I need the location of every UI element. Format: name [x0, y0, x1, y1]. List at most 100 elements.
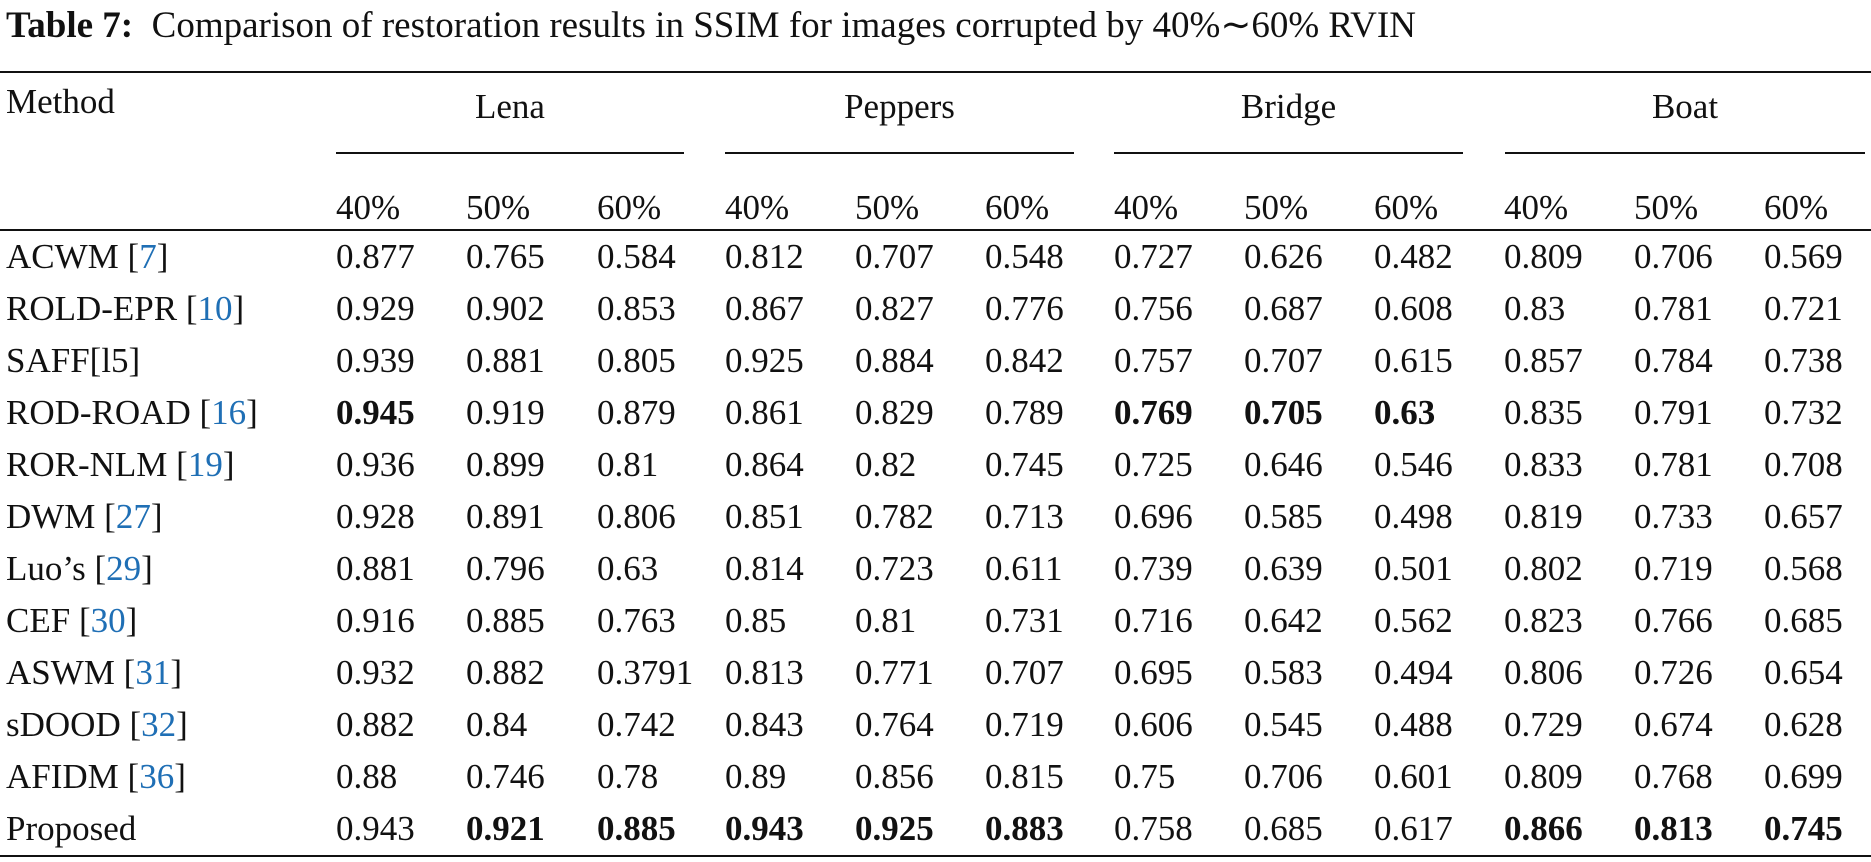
value-cell: 0.943 — [336, 809, 415, 848]
value-cell: 0.796 — [466, 549, 545, 588]
group-header: Boat — [1651, 87, 1719, 126]
value-cell: 0.745 — [985, 445, 1064, 484]
value-cell: 0.705 — [1244, 393, 1323, 432]
method-header: Method — [6, 82, 115, 121]
value-cell: 0.685 — [1764, 601, 1843, 640]
method-cell: Proposed — [6, 809, 136, 849]
method-cell: sDOOD [32] — [6, 705, 188, 745]
reference: 19 — [187, 445, 223, 484]
value-cell: 0.626 — [1244, 237, 1323, 276]
value-cell: 0.781 — [1634, 289, 1713, 328]
value-cell: 0.881 — [336, 549, 415, 588]
value-cell: 0.843 — [725, 705, 804, 744]
method-text: ACWM [ — [6, 237, 140, 276]
value-cell: 0.78 — [597, 757, 659, 796]
value-cell: 0.501 — [1374, 549, 1453, 588]
value-cell: 0.827 — [855, 289, 934, 328]
reference: 31 — [135, 653, 171, 692]
method-text: CEF [ — [6, 601, 91, 640]
method-text: ] — [176, 705, 188, 744]
value-cell: 0.746 — [466, 757, 545, 796]
method-text: ] — [222, 445, 235, 484]
level-header: 50% — [855, 188, 920, 227]
value-cell: 0.81 — [597, 445, 659, 484]
value-cell: 0.726 — [1634, 653, 1713, 692]
value-cell: 0.879 — [597, 393, 676, 432]
value-cell: 0.639 — [1244, 549, 1323, 588]
value-cell: 0.695 — [1114, 653, 1193, 692]
value-cell: 0.809 — [1504, 757, 1583, 796]
value-cell: 0.943 — [725, 809, 804, 848]
value-cell: 0.757 — [1114, 341, 1193, 380]
method-text: ] — [246, 393, 258, 432]
method-cell: ACWM [7] — [6, 237, 168, 277]
level-header: 60% — [597, 188, 662, 227]
value-cell: 0.83 — [1504, 289, 1566, 328]
method-text: ] — [156, 237, 169, 276]
value-cell: 0.721 — [1764, 289, 1843, 328]
method-cell: ROR-NLM [19] — [6, 445, 234, 485]
caption-text: Comparison of restoration results in SSI… — [151, 5, 1416, 46]
value-cell: 0.925 — [855, 809, 934, 848]
value-cell: 0.806 — [597, 497, 676, 536]
reference: 7 — [139, 237, 157, 276]
method-text: ASWM [ — [6, 653, 136, 692]
reference: 10 — [197, 289, 233, 328]
value-cell: 0.882 — [336, 705, 415, 744]
method-text: ] — [150, 497, 163, 536]
caption-label: Table 7: — [6, 5, 134, 46]
value-cell: 0.585 — [1244, 497, 1323, 536]
value-cell: 0.932 — [336, 653, 415, 692]
method-text: sDOOD [ — [6, 705, 142, 744]
value-cell: 0.919 — [466, 393, 545, 432]
reference: 27 — [115, 497, 151, 536]
level-header: 40% — [336, 188, 401, 227]
value-cell: 0.548 — [985, 237, 1064, 276]
value-cell: 0.885 — [466, 601, 545, 640]
top-rule — [0, 71, 1871, 73]
value-cell: 0.784 — [1634, 341, 1713, 380]
value-cell: 0.713 — [985, 497, 1064, 536]
value-cell: 0.742 — [597, 705, 676, 744]
level-header: 50% — [1634, 188, 1699, 227]
value-cell: 0.739 — [1114, 549, 1193, 588]
value-cell: 0.939 — [336, 341, 415, 380]
value-cell: 0.75 — [1114, 757, 1176, 796]
level-header: 40% — [1114, 188, 1179, 227]
method-text: ROLD-EPR [ — [6, 289, 198, 328]
value-cell: 0.719 — [985, 705, 1064, 744]
value-cell: 0.546 — [1374, 445, 1453, 484]
value-cell: 0.812 — [725, 237, 804, 276]
value-cell: 0.494 — [1374, 653, 1453, 692]
reference: 29 — [106, 549, 142, 588]
value-cell: 0.568 — [1764, 549, 1843, 588]
value-cell: 0.729 — [1504, 705, 1583, 744]
value-cell: 0.63 — [597, 549, 659, 588]
value-cell: 0.781 — [1634, 445, 1713, 484]
value-cell: 0.813 — [1634, 809, 1713, 848]
level-header: 60% — [985, 188, 1050, 227]
value-cell: 0.882 — [466, 653, 545, 692]
value-cell: 0.857 — [1504, 341, 1583, 380]
value-cell: 0.864 — [725, 445, 804, 484]
value-cell: 0.731 — [985, 601, 1064, 640]
value-cell: 0.723 — [855, 549, 934, 588]
value-cell: 0.928 — [336, 497, 415, 536]
value-cell: 0.611 — [985, 549, 1063, 588]
value-cell: 0.902 — [466, 289, 545, 328]
level-header: 40% — [725, 188, 790, 227]
mid-rule — [0, 229, 1871, 231]
value-cell: 0.657 — [1764, 497, 1843, 536]
method-cell: CEF [30] — [6, 601, 137, 641]
value-cell: 0.88 — [336, 757, 398, 796]
value-cell: 0.763 — [597, 601, 676, 640]
reference: 32 — [141, 705, 177, 744]
value-cell: 0.768 — [1634, 757, 1713, 796]
value-cell: 0.707 — [1244, 341, 1323, 380]
method-cell: ROD-ROAD [16] — [6, 393, 258, 433]
value-cell: 0.727 — [1114, 237, 1193, 276]
group-rule — [1505, 152, 1865, 154]
reference: 36 — [139, 757, 175, 796]
value-cell: 0.706 — [1244, 757, 1323, 796]
value-cell: 0.642 — [1244, 601, 1323, 640]
